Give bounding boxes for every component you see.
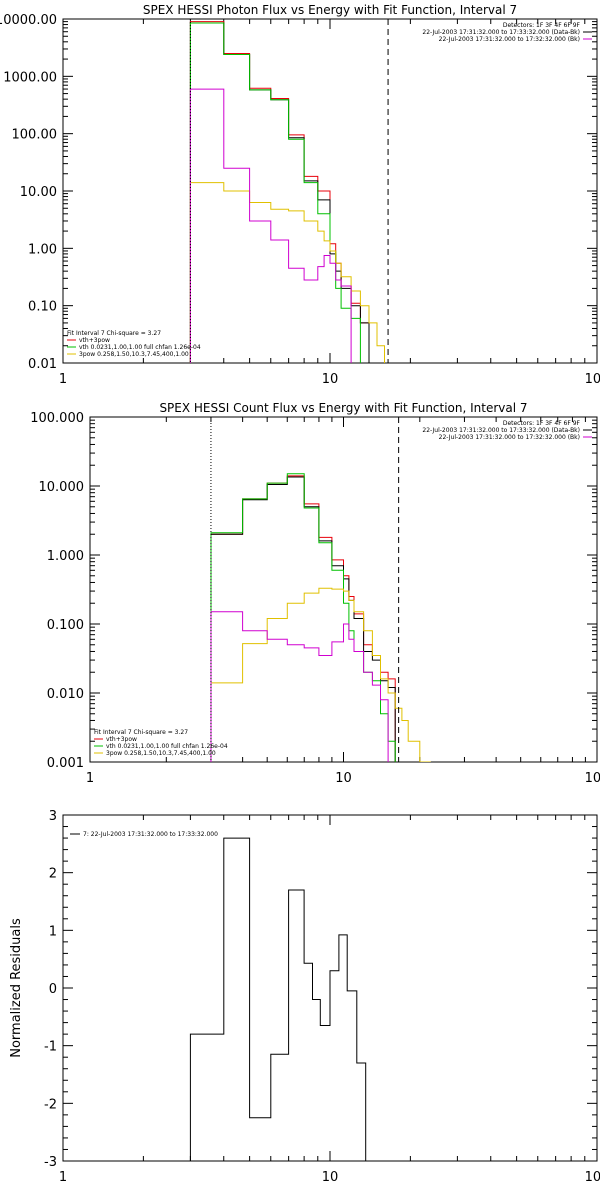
series-line xyxy=(189,21,370,363)
y-tick-label: 0.10 xyxy=(28,300,57,315)
y-tick-label: -3 xyxy=(44,1155,57,1170)
y-tick-label: 100.00 xyxy=(12,128,58,143)
legend-entry: vth 0.0231,1.00,1.00 full chfan 1.26e-04 xyxy=(106,743,228,750)
y-tick-label: 0 xyxy=(49,982,57,997)
legend-entry: vth+3pow xyxy=(106,736,137,743)
y-tick-label: 10000.00 xyxy=(0,13,57,28)
series-line xyxy=(210,476,396,762)
legend-header: Fit Interval 7 Chi-square = 3.27 xyxy=(94,729,188,736)
legend-entry: Detectors: 1F 3F 4F 6F 9F xyxy=(503,420,581,427)
y-tick-label: 0.001 xyxy=(47,756,84,771)
chart-title: SPEX HESSI Count Flux vs Energy with Fit… xyxy=(159,401,527,415)
chart-title: SPEX HESSI Photon Flux vs Energy with Fi… xyxy=(143,3,517,17)
photon-flux-panel: SPEX HESSI Photon Flux vs Energy with Fi… xyxy=(0,3,600,387)
x-tick-label: 1 xyxy=(59,372,67,387)
x-tick-label: 1 xyxy=(86,771,94,786)
x-tick-label: 10 xyxy=(335,771,352,786)
legend-entry: 22-Jul-2003 17:31:32.000 to 17:32:32.000… xyxy=(439,434,580,441)
legend-header: Fit Interval 7 Chi-square = 3.27 xyxy=(67,330,161,337)
y-tick-label: 2 xyxy=(49,867,57,882)
x-tick-label: 100 xyxy=(585,1170,600,1185)
series-line xyxy=(189,22,361,363)
y-tick-label: 0.010 xyxy=(47,687,84,702)
x-tick-label: 1 xyxy=(59,1170,67,1185)
y-tick-label: 3 xyxy=(49,809,57,824)
series-line xyxy=(210,475,396,762)
series-line xyxy=(189,88,352,363)
legend-entry: 22-Jul-2003 17:31:32.000 to 17:33:32.000… xyxy=(422,29,580,36)
y-tick-label: 10.00 xyxy=(20,185,57,200)
x-tick-label: 10 xyxy=(322,1170,339,1185)
y-tick-label: 0.01 xyxy=(28,357,57,372)
y-tick-label: 1.00 xyxy=(28,242,57,257)
y-tick-label: 1.000 xyxy=(47,549,84,564)
y-tick-label: 1 xyxy=(49,924,57,939)
y-tick-label: 100.000 xyxy=(30,411,84,426)
series-line xyxy=(210,473,396,762)
legend-entry: 3pow 0.258,1.50,10.3,7.45,400,1.00 xyxy=(79,351,189,358)
series-line xyxy=(210,611,389,762)
series-line xyxy=(210,587,431,762)
count-flux-panel: SPEX HESSI Count Flux vs Energy with Fit… xyxy=(30,401,600,786)
y-tick-label: 1000.00 xyxy=(3,70,57,85)
y-axis-label: Normalized Residuals xyxy=(9,918,24,1058)
legend-entry: 7: 22-Jul-2003 17:31:32.000 to 17:33:32.… xyxy=(83,831,218,838)
legend-entry: 22-Jul-2003 17:31:32.000 to 17:33:32.000… xyxy=(422,427,580,434)
y-tick-label: -2 xyxy=(44,1097,57,1112)
x-tick-label: 100 xyxy=(585,771,600,786)
legend-entry: 22-Jul-2003 17:31:32.000 to 17:32:32.000… xyxy=(439,36,580,43)
residuals-panel: 1 10 100 -3 -2 -1 0 1 2 3 Normalized Residuals 7: 2… xyxy=(9,809,600,1185)
y-tick-label: -1 xyxy=(44,1040,57,1055)
y-tick-label: 0.100 xyxy=(47,618,84,633)
legend-entry: Detectors: 1F 3F 4F 6F 9F xyxy=(503,22,581,29)
series-line xyxy=(189,22,370,363)
y-tick-label: 10.000 xyxy=(39,480,85,495)
legend-entry: 3pow 0.258,1.50,10.3,7.45,400,1.00 xyxy=(106,750,216,757)
series-line xyxy=(189,837,367,1161)
series-line xyxy=(189,182,385,363)
legend-entry: vth+3pow xyxy=(79,337,110,344)
x-tick-label: 10 xyxy=(322,372,339,387)
x-tick-label: 100 xyxy=(585,372,600,387)
legend-entry: vth 0.0231,1.00,1.00 full chfan 1.26e-04 xyxy=(79,344,201,351)
